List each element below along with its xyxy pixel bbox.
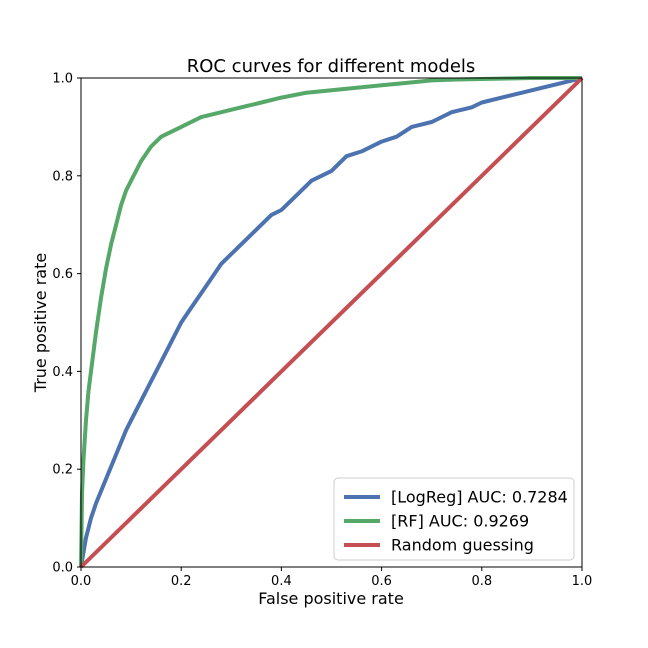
- legend-label-2: Random guessing: [391, 536, 534, 555]
- legend-label-1: [RF] AUC: 0.9269: [391, 512, 529, 531]
- legend-box: [333, 477, 575, 561]
- x-tick-label: 1.0: [572, 574, 593, 589]
- x-tick-label: 0.0: [71, 574, 92, 589]
- x-tick-label: 0.2: [171, 574, 192, 589]
- x-axis-title: False positive rate: [258, 589, 404, 608]
- y-tick-label: 1.0: [52, 72, 73, 87]
- plot-frame: [80, 77, 583, 568]
- y-tick-label: 0.2: [52, 463, 73, 478]
- series-line-1: [79, 76, 582, 568]
- y-tick-label: 0.0: [52, 561, 73, 576]
- legend-label-0: [LogReg] AUC: 0.7284: [391, 488, 568, 507]
- series-line-0: [79, 76, 583, 568]
- x-tick-label: 0.8: [471, 574, 492, 589]
- x-tick-label: 0.6: [371, 574, 392, 589]
- y-tick-label: 0.8: [52, 169, 73, 184]
- legend: [LogReg] AUC: 0.7284 [RF] AUC: 0.9269 Rand…: [333, 477, 575, 561]
- y-axis-title: True positive rate: [31, 253, 50, 393]
- y-tick-label: 0.4: [52, 365, 73, 380]
- series-layer: [79, 76, 584, 569]
- y-axis-ticks: 0.0 0.2 0.4 0.6 0.8 1.0: [52, 72, 81, 576]
- series-line-2: [79, 76, 584, 569]
- y-tick-label: 0.6: [52, 267, 73, 282]
- x-axis-ticks: 0.0 0.2 0.4 0.6 0.8 1.0: [71, 567, 593, 589]
- chart-title: ROC curves for different models: [187, 56, 476, 77]
- x-tick-label: 0.4: [271, 574, 292, 589]
